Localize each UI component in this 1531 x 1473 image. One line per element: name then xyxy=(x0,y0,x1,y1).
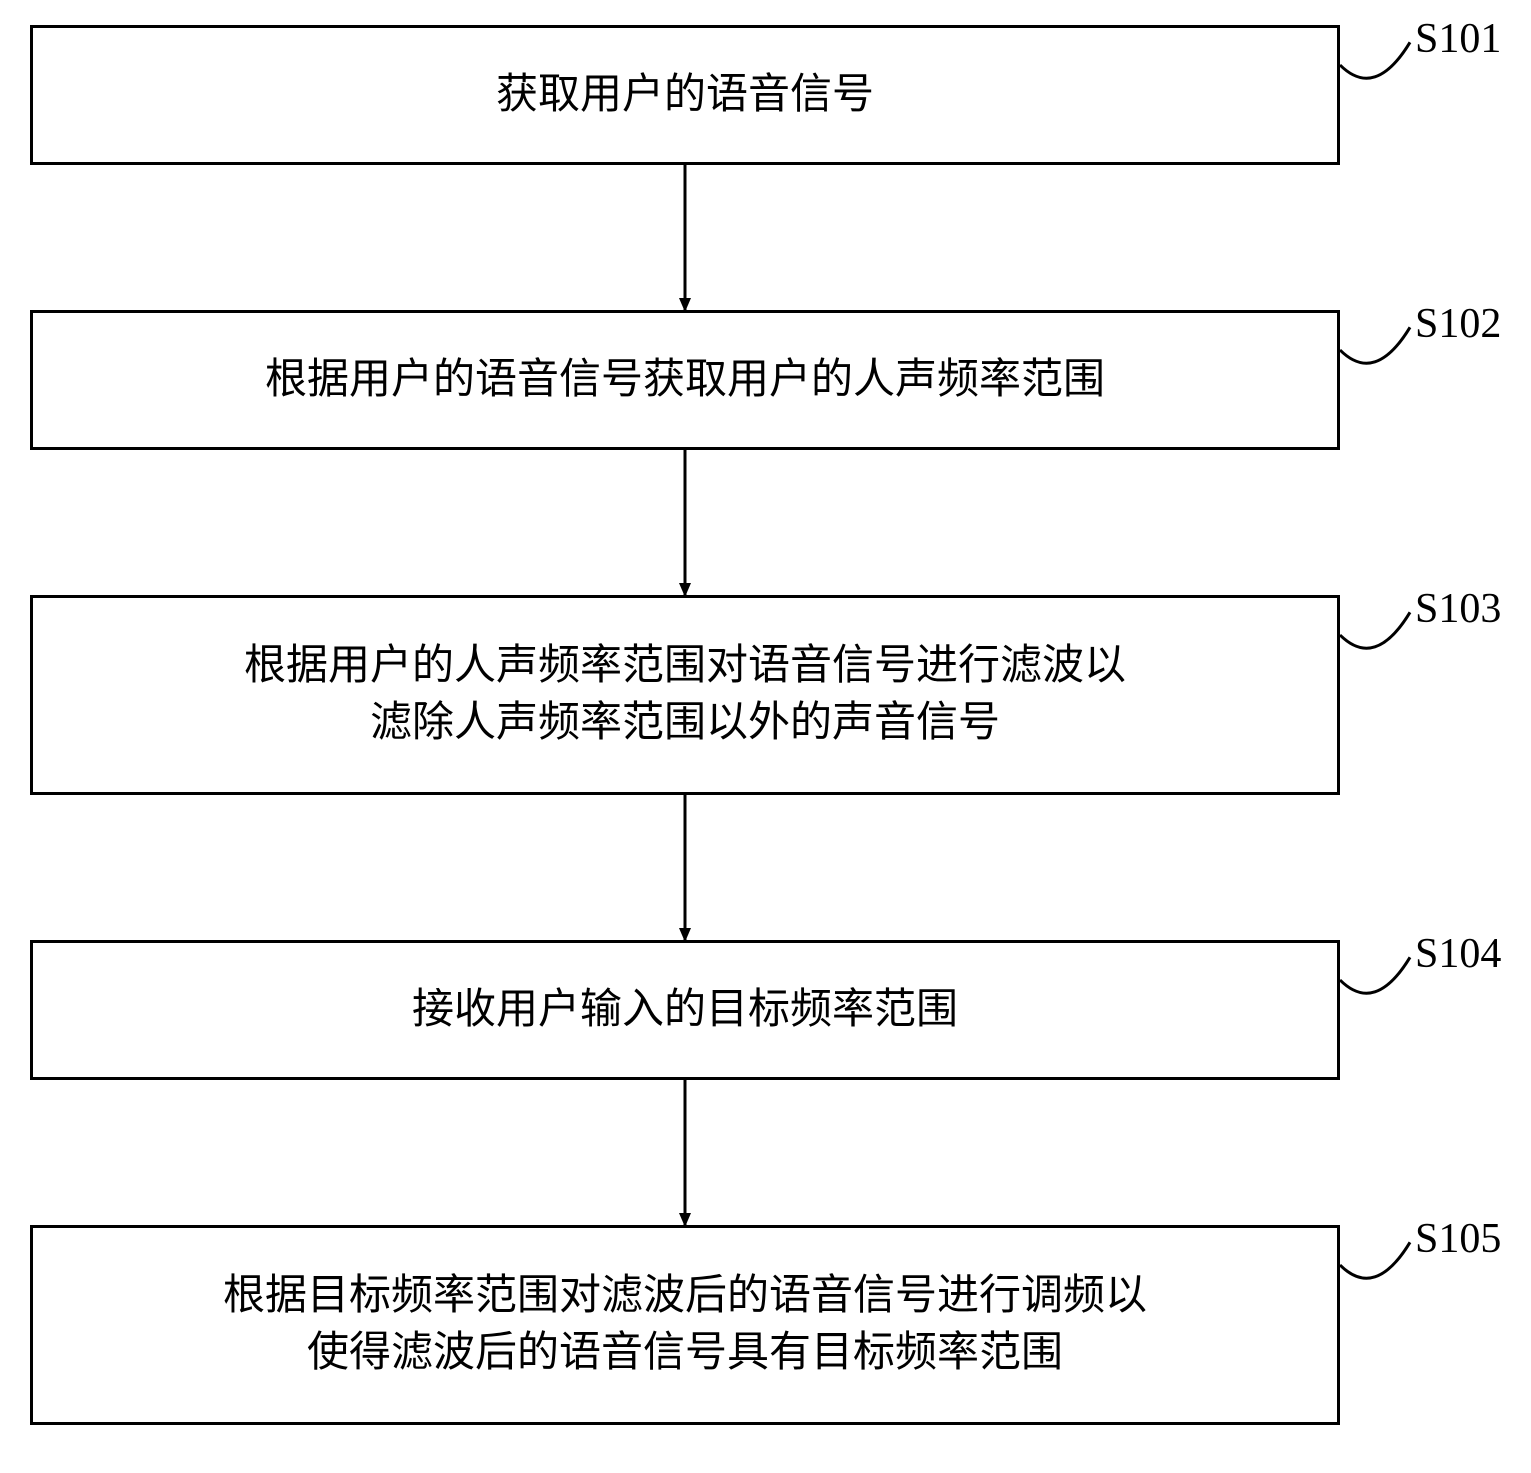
step-box-s101: 获取用户的语音信号 xyxy=(30,25,1340,165)
flowchart-canvas: 获取用户的语音信号 根据用户的语音信号获取用户的人声频率范围 根据用户的人声频率… xyxy=(0,0,1531,1473)
step-box-s102: 根据用户的语音信号获取用户的人声频率范围 xyxy=(30,310,1340,450)
step-text: 根据用户的人声频率范围对语音信号进行滤波以 滤除人声频率范围以外的声音信号 xyxy=(234,638,1136,751)
step-box-s104: 接收用户输入的目标频率范围 xyxy=(30,940,1340,1080)
step-box-s105: 根据目标频率范围对滤波后的语音信号进行调频以 使得滤波后的语音信号具有目标频率范… xyxy=(30,1225,1340,1425)
step-label-s102: S102 xyxy=(1415,300,1501,348)
step-label-s103: S103 xyxy=(1415,585,1501,633)
step-label-s104: S104 xyxy=(1415,930,1501,978)
step-text: 根据目标频率范围对滤波后的语音信号进行调频以 使得滤波后的语音信号具有目标频率范… xyxy=(213,1268,1157,1381)
step-label-s105: S105 xyxy=(1415,1215,1501,1263)
step-box-s103: 根据用户的人声频率范围对语音信号进行滤波以 滤除人声频率范围以外的声音信号 xyxy=(30,595,1340,795)
step-text: 根据用户的语音信号获取用户的人声频率范围 xyxy=(255,352,1115,409)
step-text: 获取用户的语音信号 xyxy=(486,67,884,124)
step-text: 接收用户输入的目标频率范围 xyxy=(402,982,968,1039)
step-label-s101: S101 xyxy=(1415,15,1501,63)
